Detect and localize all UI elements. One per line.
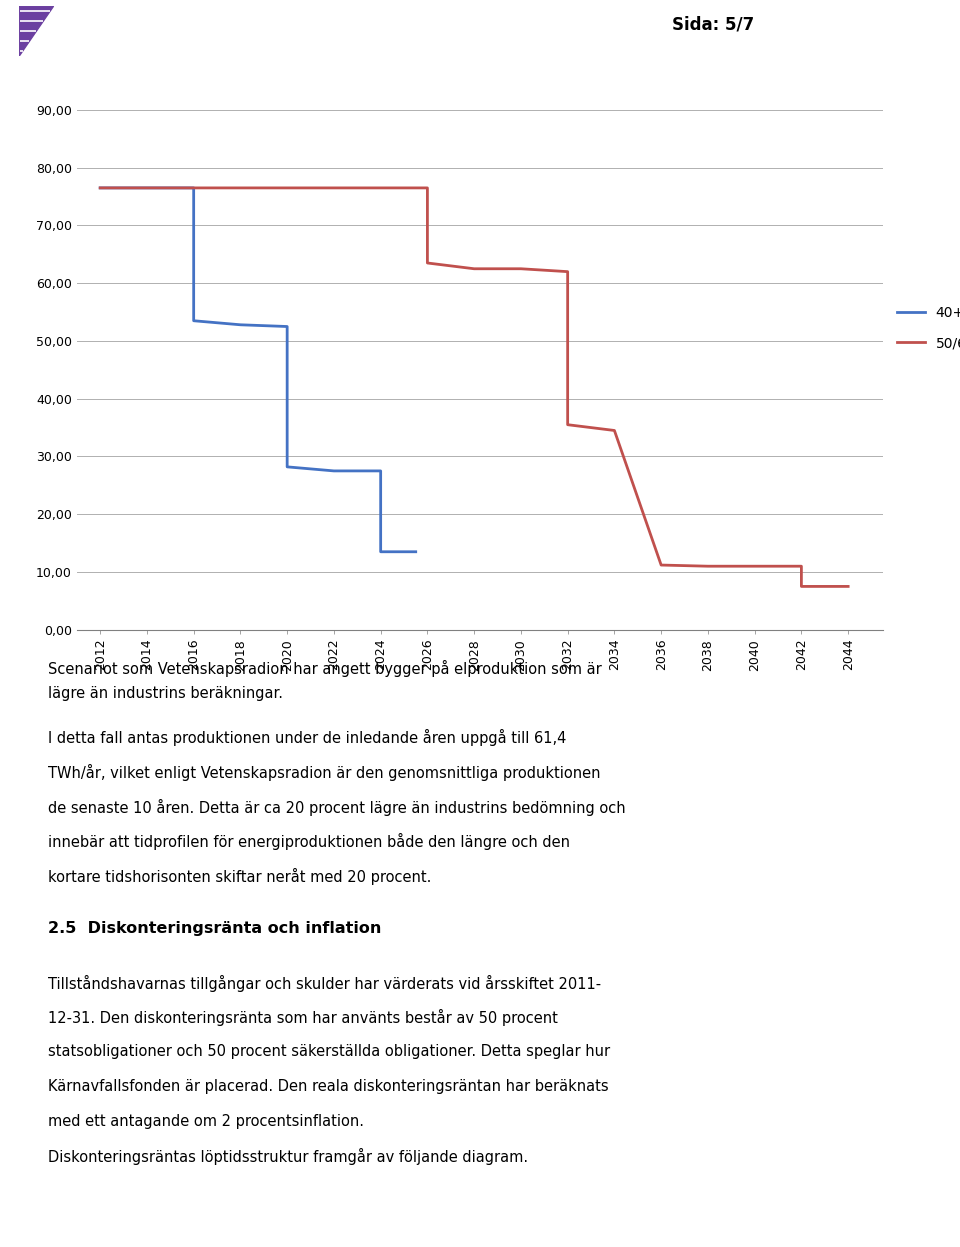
- Text: innebär att tidprofilen för energiproduktionen både den längre och den: innebär att tidprofilen för energiproduk…: [48, 833, 570, 850]
- Text: 2.5  Diskonteringsränta och inflation: 2.5 Diskonteringsränta och inflation: [48, 920, 381, 935]
- Text: TWh/år, vilket enligt Vetenskapsradion är den genomsnittliga produktionen: TWh/år, vilket enligt Vetenskapsradion ä…: [48, 764, 601, 781]
- Text: 12-31. Den diskonteringsränta som har använts består av 50 procent: 12-31. Den diskonteringsränta som har an…: [48, 1009, 558, 1026]
- Text: med ett antagande om 2 procentsinflation.: med ett antagande om 2 procentsinflation…: [48, 1114, 364, 1129]
- Polygon shape: [19, 6, 54, 56]
- Text: Scenariot som Vetenskapsradion har angett bygger på elproduktion som är: Scenariot som Vetenskapsradion har anget…: [48, 661, 602, 677]
- Text: de senaste 10 åren. Detta är ca 20 procent lägre än industrins bedömning och: de senaste 10 åren. Detta är ca 20 proce…: [48, 798, 626, 816]
- Text: statsobligationer och 50 procent säkerställda obligationer. Detta speglar hur: statsobligationer och 50 procent säkerst…: [48, 1044, 611, 1059]
- Text: Tillståndshavarnas tillgångar och skulder har värderats vid årsskiftet 2011-: Tillståndshavarnas tillgångar och skulde…: [48, 975, 601, 991]
- Text: lägre än industrins beräkningar.: lägre än industrins beräkningar.: [48, 686, 283, 701]
- Text: I detta fall antas produktionen under de inledande åren uppgå till 61,4: I detta fall antas produktionen under de…: [48, 729, 566, 746]
- Text: Sida: 5/7: Sida: 5/7: [672, 16, 755, 34]
- Text: Diskonteringsräntas löptidsstruktur framgår av följande diagram.: Diskonteringsräntas löptidsstruktur fram…: [48, 1148, 528, 1165]
- Legend: 40+6, 50/60: 40+6, 50/60: [891, 301, 960, 355]
- Text: kortare tidshorisonten skiftar neråt med 20 procent.: kortare tidshorisonten skiftar neråt med…: [48, 868, 431, 885]
- Text: Kärnavfallsfonden är placerad. Den reala diskonteringsräntan har beräknats: Kärnavfallsfonden är placerad. Den reala…: [48, 1079, 609, 1094]
